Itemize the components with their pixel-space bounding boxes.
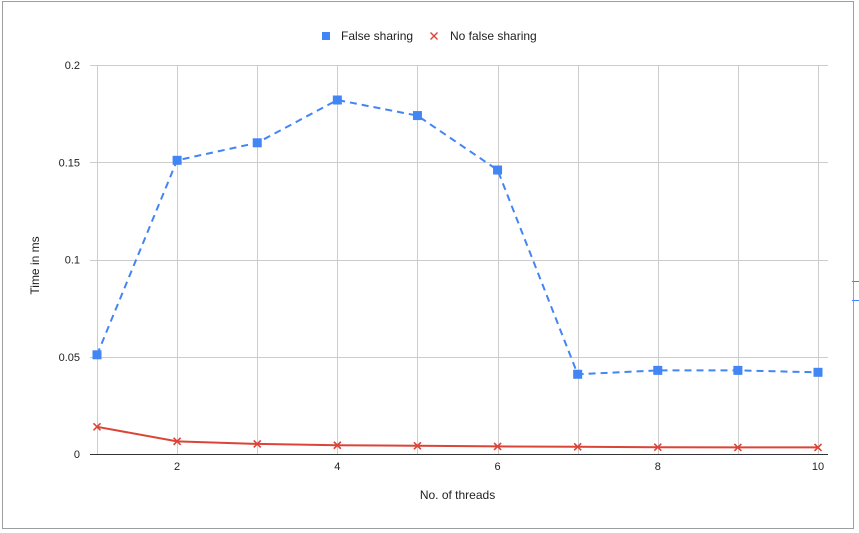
x-tick-label: 6 [494,461,500,473]
data-point-stroke [333,441,342,450]
x-axis-title: No. of threads [420,488,495,502]
data-point [173,437,182,446]
y-tick-label: 0.15 [59,157,80,169]
data-point [493,442,502,451]
y-tick-label: 0.05 [59,352,80,364]
y-tick-label: 0.2 [65,60,80,72]
y-tick-label: 0 [74,449,80,461]
legend-item-false-sharing[interactable]: False sharing [322,29,413,43]
axis-layer: 0 0.05 0.1 0.15 0.2 2 4 6 8 10 [59,60,828,473]
y-axis-title: Time in ms [28,236,42,294]
data-point [92,422,102,431]
data-point [733,365,743,375]
legend[interactable]: False sharing No false sharing [322,29,537,43]
x-tick-label: 4 [334,461,340,473]
x-tick-label: 10 [812,461,824,473]
data-point [253,439,262,448]
legend-square-marker-icon [322,32,330,40]
data-point [813,367,823,377]
data-point [733,443,742,452]
data-point [413,441,422,450]
x-tick-label: 2 [174,461,180,473]
data-point [493,165,503,175]
legend-x-stroke [430,32,438,40]
legend-x-marker-icon [430,32,438,40]
data-point-stroke [92,422,102,431]
series-layer [92,95,823,452]
legend-item-no-false-sharing[interactable]: No false sharing [430,29,537,43]
data-point-stroke [653,443,662,452]
side-panel-edge-marker [852,281,859,301]
data-point [333,441,342,450]
data-point-stroke [573,442,582,451]
data-point [573,442,582,451]
legend-label-no-false-sharing: No false sharing [450,29,537,43]
data-point-stroke [813,443,823,452]
data-point [92,350,102,360]
series-no-false-sharing [92,422,823,452]
data-point [332,95,342,105]
data-point [653,443,662,452]
data-point [813,443,823,452]
data-point-stroke [413,441,422,450]
data-point-stroke [173,437,182,446]
data-point [172,155,182,165]
series-false-sharing [92,95,823,379]
data-point [412,111,422,121]
legend-label-false-sharing: False sharing [341,29,413,43]
data-point-stroke [493,442,502,451]
data-point-stroke [733,443,742,452]
series-line-no-false-sharing [96,425,818,449]
data-point [252,138,262,148]
grid-layer [90,65,828,454]
data-point-stroke [253,439,262,448]
x-tick-label: 8 [655,461,661,473]
data-point [653,365,663,375]
y-tick-label: 0.1 [65,255,80,267]
series-line-false-sharing [96,99,819,376]
data-point [573,369,583,379]
